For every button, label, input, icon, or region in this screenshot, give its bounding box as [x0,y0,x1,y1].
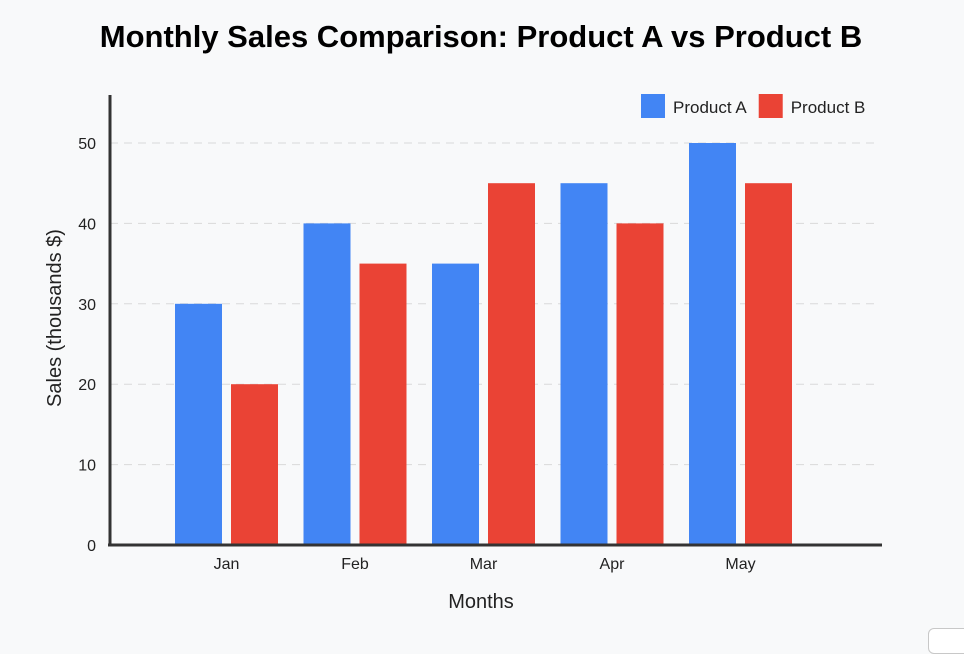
x-tick-label: Mar [470,556,498,573]
bar-product-a-mar [432,263,479,545]
y-tick-labels: 0 10 20 30 40 50 [78,136,96,555]
legend: Product A Product B [641,94,865,118]
x-tick-label: May [725,556,755,573]
bar-product-a-may [689,143,736,545]
bars [175,143,792,545]
y-tick-label: 40 [78,216,96,233]
x-tick-label: Feb [341,556,369,573]
x-tick-labels: Jan Feb Mar Apr May [214,556,756,573]
x-axis-title: Months [448,591,514,613]
bar-product-a-apr [560,183,608,545]
x-tick-label: Jan [214,556,240,573]
x-tick-label: Apr [600,556,626,573]
legend-label: Product A [673,98,747,117]
bar-product-a-jan [175,303,222,545]
legend-swatch [758,94,783,118]
axes [108,95,882,547]
scroll-corner-widget [928,628,964,654]
y-tick-label: 10 [78,458,96,475]
bar-product-b-may [745,183,792,545]
bar-product-b-apr [616,223,664,545]
y-tick-label: 0 [87,538,96,555]
legend-label: Product B [791,98,866,117]
y-axis-title: Sales (thousands $) [44,229,66,407]
y-tick-label: 30 [78,297,96,314]
chart-title: Monthly Sales Comparison: Product A vs P… [100,19,862,54]
y-tick-label: 50 [78,136,96,153]
bar-product-b-jan [231,384,278,545]
bar-product-b-feb [359,263,407,545]
legend-swatch [641,94,665,118]
bar-product-b-mar [488,183,535,545]
bar-product-a-feb [303,223,351,545]
y-tick-label: 20 [78,377,96,394]
